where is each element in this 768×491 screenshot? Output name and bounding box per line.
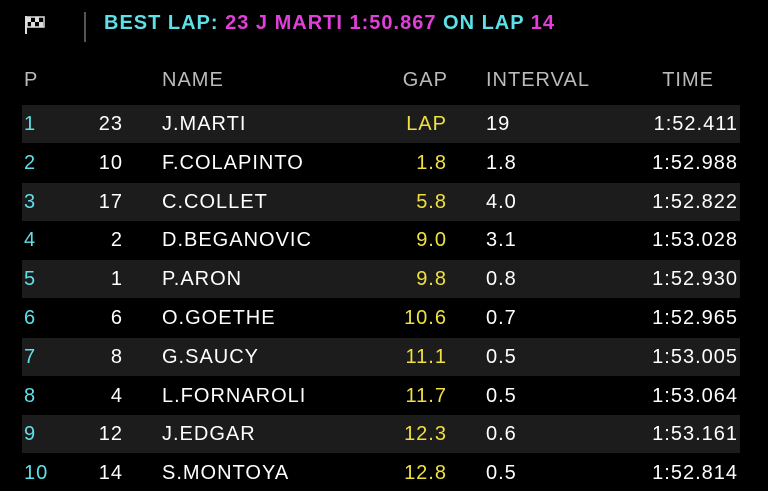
position: 1 [24,113,37,135]
driver-name: J.MARTI [162,113,247,135]
table-row: 4 2 D.BEGANOVIC 9.0 3.1 1:53.028 [22,221,740,259]
interval: 1.8 [486,151,517,174]
table-row: 3 17 C.COLLET 5.8 4.0 1:52.822 [22,182,740,221]
position: 9 [24,423,37,446]
lap-time: 1:53.028 [652,229,738,252]
table-row: 1 23 J.MARTI LAP 19 1:52.411 [22,105,740,143]
car-number: 23 [98,113,123,135]
best-lap-driver: 23 J MARTI 1:50.867 [225,12,437,34]
position: 5 [24,268,37,291]
driver-name: J.EDGAR [162,423,256,446]
best-lap-banner: BEST LAP: 23 J MARTI 1:50.867 ON LAP 14 [104,12,555,35]
column-header: P [24,69,39,91]
lap-time: 1:53.064 [652,384,738,407]
flag-icon [25,16,45,34]
driver-name: D.BEGANOVIC [162,229,312,252]
table-row: 2 10 F.COLAPINTO 1.8 1.8 1:52.988 [22,144,740,182]
table-row: 10 14 S.MONTOYA 12.8 0.5 1:52.814 [22,454,740,491]
interval: 4.0 [486,190,517,213]
divider [84,12,86,42]
gap: 10.6 [404,307,447,329]
gap: 1.8 [416,151,447,174]
driver-name: S.MONTOYA [162,462,290,485]
interval: 19 [486,113,511,135]
position: 4 [24,229,37,252]
interval: 0.6 [486,423,517,446]
interval: 0.5 [486,384,517,407]
car-number: 10 [98,151,123,174]
lap-number: 14 [530,12,556,34]
interval: 0.5 [486,345,517,368]
table-row: 6 6 O.GOETHE 10.6 0.7 1:52.965 [22,299,740,337]
gap: 11.7 [405,384,447,407]
table-row: 7 8 G.SAUCY 11.1 0.5 1:53.005 [22,337,740,376]
gap: 9.0 [416,229,447,252]
position: 3 [24,190,37,213]
gap: 12.3 [404,423,447,446]
car-number: 8 [110,345,123,368]
position: 6 [24,307,37,329]
position: 8 [24,384,37,407]
car-number: 1 [110,268,123,291]
column-header: INTERVAL [486,69,590,91]
lap-time: 1:52.988 [652,151,738,174]
lap-time: 1:53.161 [652,423,738,446]
driver-name: C.COLLET [162,190,268,213]
driver-name: G.SAUCY [162,345,260,368]
lap-time: 1:52.930 [652,268,738,291]
table-row: 5 1 P.ARON 9.8 0.8 1:52.930 [22,260,740,299]
lap-time: 1:53.005 [652,345,738,368]
gap: 5.8 [416,190,447,213]
driver-name: P.ARON [162,268,243,291]
lap-time: 1:52.814 [652,462,738,485]
gap: 9.8 [416,268,447,291]
driver-name: L.FORNAROLI [162,384,307,407]
interval: 3.1 [486,229,517,252]
lap-time: 1:52.965 [652,307,738,329]
lap-time: 1:52.822 [652,190,738,213]
car-number: 17 [98,190,123,213]
gap: 12.8 [404,462,447,485]
lap-time: 1:52.411 [653,113,738,135]
driver-name: F.COLAPINTO [162,151,304,174]
car-number: 6 [110,307,123,329]
position: 7 [24,345,37,368]
column-header: TIME [662,69,714,91]
interval: 0.5 [486,462,517,485]
interval: 0.8 [486,268,517,291]
driver-name: O.GOETHE [162,307,276,329]
car-number: 4 [110,384,123,407]
position: 10 [24,462,49,485]
table-row: 9 12 J.EDGAR 12.3 0.6 1:53.161 [22,415,740,454]
gap: 11.1 [405,345,447,368]
car-number: 12 [98,423,123,446]
column-header: NAME [162,69,224,91]
interval: 0.7 [486,307,517,329]
table-row: 8 4 L.FORNAROLI 11.7 0.5 1:53.064 [22,377,740,415]
on-lap-label: ON LAP [443,12,525,34]
car-number: 2 [110,229,123,252]
position: 2 [24,151,37,174]
car-number: 14 [98,462,123,485]
column-header: GAP [402,69,448,91]
best-lap-label: BEST LAP: [104,12,219,34]
gap: LAP [406,113,447,135]
